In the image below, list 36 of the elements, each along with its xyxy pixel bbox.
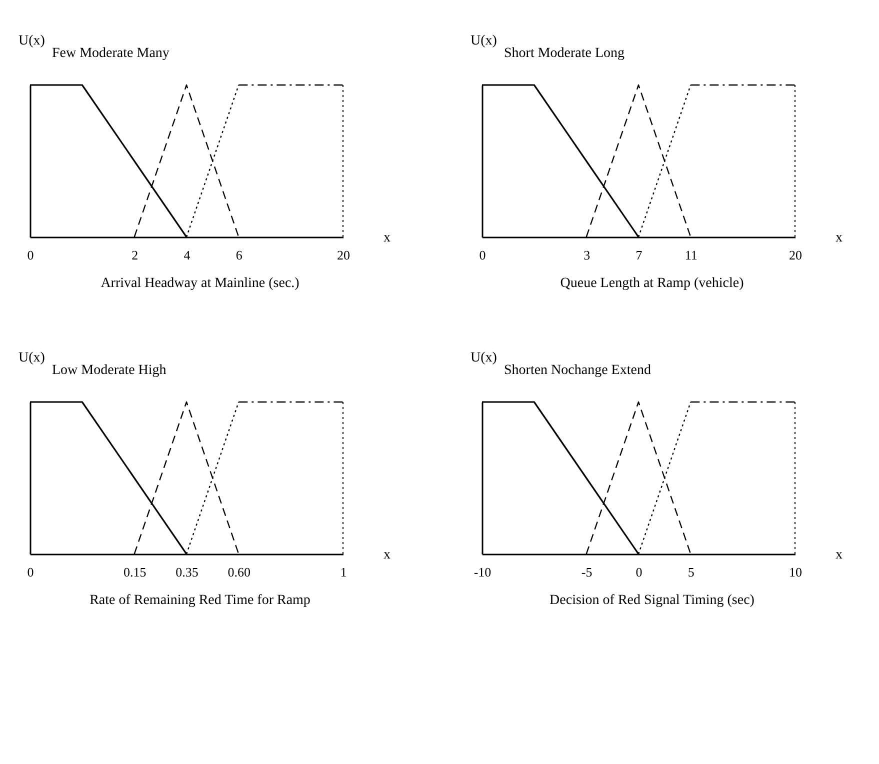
text: Short Moderate Long [504,46,625,61]
y-axis-title: U(x) [18,350,46,366]
x-axis-title: x [384,230,390,246]
y-axis-title: U(x) [470,34,498,48]
x-tick-label: 0 [479,248,486,262]
x-tick-label: 1 [340,564,347,580]
text: Queue Length at Ramp (vehicle) [560,276,744,291]
x-tick-label: 0 [636,564,642,580]
text: Low Moderate High [52,363,166,378]
x-tick-label: 11 [684,248,698,262]
x-tick-label: 10 [789,564,802,580]
y-axis-title: U(x) [18,34,46,48]
x-tick-label: 20 [337,248,350,262]
x-tick-label: 0 [27,248,34,262]
x-tick-label: 7 [636,248,643,262]
x-tick-label: 6 [236,248,243,262]
x-tick-label: 3 [584,248,590,262]
x-tick-label: -5 [581,564,592,580]
x-tick-label: -10 [474,564,492,580]
y-axis-title: U(x) [470,350,498,366]
text: Arrival Headway at Mainline (sec.) [100,276,300,291]
x-tick-label: 5 [688,564,694,580]
x-tick-label: 0.15 [123,564,146,580]
x-tick-label: 20 [789,248,802,262]
x-tick-label: 4 [184,248,191,262]
text: Few Moderate Many [52,46,170,61]
text: Decision of Red Signal Timing (sec) [550,593,755,608]
x-tick-label: 0 [27,564,34,580]
x-tick-label: 0.60 [228,564,251,580]
x-axis-title: x [836,230,842,246]
x-tick-label: 0.35 [176,564,198,580]
text: Rate of Remaining Red Time for Ramp [90,593,310,608]
x-tick-label: 2 [132,248,138,262]
text: Shorten Nochange Extend [504,363,651,378]
x-axis-title: x [384,548,390,562]
x-axis-title: x [836,548,842,562]
